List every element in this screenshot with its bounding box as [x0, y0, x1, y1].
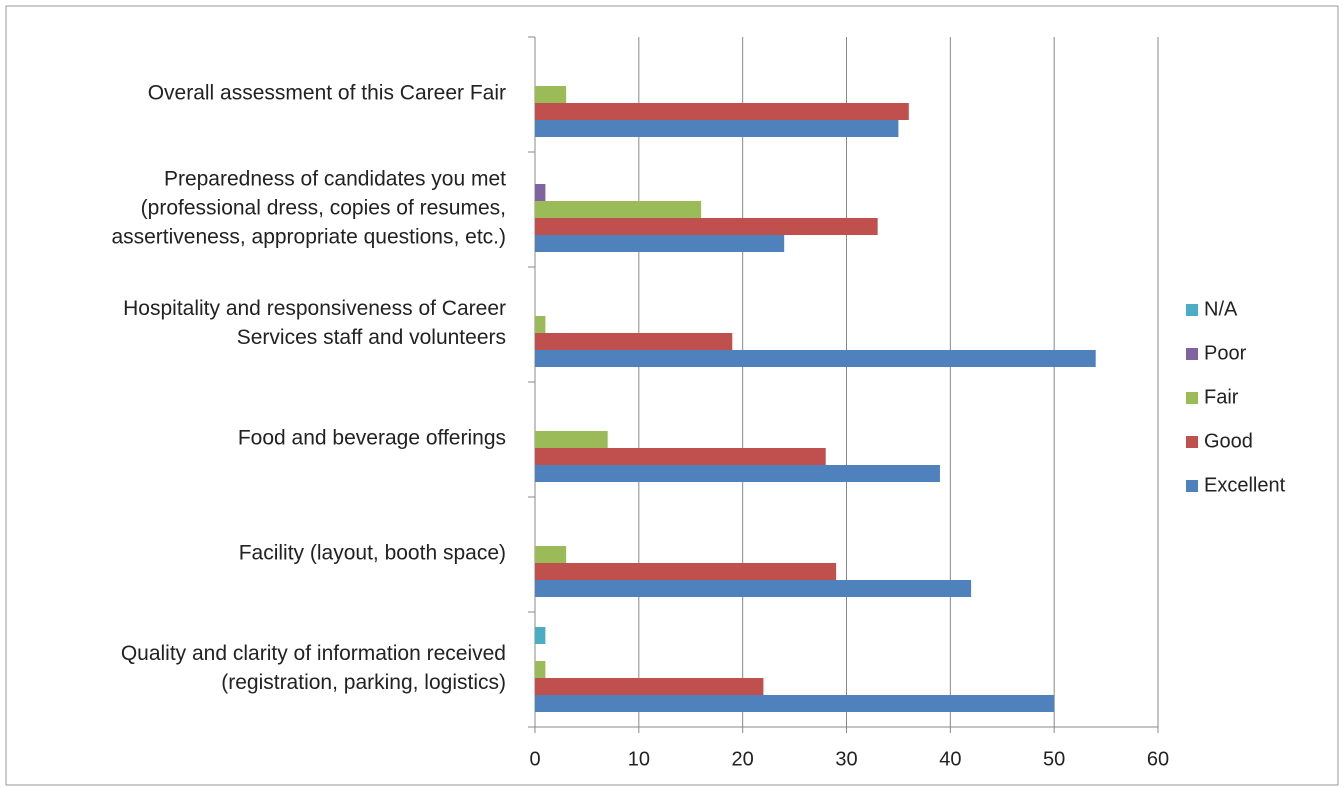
x-tick-label: 50: [1043, 748, 1065, 770]
chart-border: [5, 5, 1339, 786]
bar: [535, 86, 567, 103]
category-label: Hospitality and responsiveness of Career…: [123, 296, 506, 349]
legend-swatch: [1186, 304, 1198, 316]
bar: [535, 431, 608, 448]
x-tick-label: 40: [939, 748, 961, 770]
bar: [535, 546, 567, 563]
legend-label: Fair: [1204, 386, 1239, 408]
x-tick-label: 20: [732, 748, 754, 770]
x-tick-label: 60: [1147, 748, 1169, 770]
bar: [535, 120, 899, 137]
legend-swatch: [1186, 348, 1198, 360]
bar: [535, 218, 878, 235]
bar: [535, 661, 546, 678]
bar: [535, 103, 909, 120]
legend-label: N/A: [1204, 298, 1238, 320]
bar: [535, 580, 972, 597]
bar: [535, 448, 826, 465]
bar: [535, 333, 733, 350]
category-label: Facility (layout, booth space): [238, 541, 506, 564]
x-tick-label: 10: [628, 748, 650, 770]
bar: [535, 678, 764, 695]
category-label: Food and beverage offerings: [237, 426, 506, 449]
legend-swatch: [1186, 392, 1198, 404]
bar: [535, 201, 702, 218]
category-label: Quality and clarity of information recei…: [120, 641, 506, 694]
bar: [535, 184, 546, 201]
bar: [535, 350, 1096, 367]
legend-swatch: [1186, 436, 1198, 448]
bar: [535, 465, 940, 482]
bar: [535, 563, 837, 580]
bar: [535, 235, 785, 252]
category-label: Overall assessment of this Career Fair: [147, 81, 506, 104]
legend-label: Poor: [1204, 342, 1247, 364]
bar: [535, 316, 546, 333]
legend-label: Good: [1204, 430, 1253, 452]
legend-label: Excellent: [1204, 474, 1286, 496]
category-label: Preparedness of candidates you met (prof…: [111, 167, 506, 248]
x-tick-label: 0: [529, 748, 540, 770]
bar: [535, 695, 1055, 712]
bar: [535, 627, 546, 644]
legend-swatch: [1186, 480, 1198, 492]
x-tick-label: 30: [835, 748, 857, 770]
